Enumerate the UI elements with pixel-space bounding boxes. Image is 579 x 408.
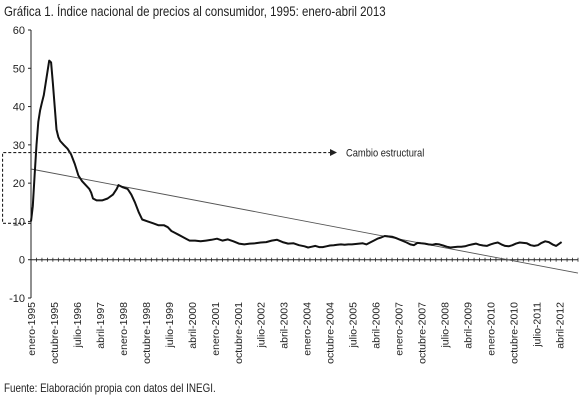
x-tick-label: octubre-2004 [325, 302, 337, 364]
x-tick-label: enero-2001 [210, 302, 222, 356]
x-tick-label: julio-2008 [440, 302, 452, 349]
y-tick-label: -10 [9, 293, 25, 305]
y-tick-label: 0 [19, 255, 25, 267]
x-tick-label: julio-2011 [531, 302, 543, 348]
annotation-bracket [2, 151, 330, 224]
x-tick-label: julio-2002 [256, 302, 268, 349]
x-tick-label: enero-2004 [302, 302, 314, 356]
x-tick-label: octubre-1998 [141, 302, 153, 364]
x-tick-label: enero-1995 [26, 302, 38, 356]
x-tick-label: abril-2003 [279, 302, 291, 349]
x-axis-ticks: enero-1995 octubre-1995 julio-1996 abril-19… [26, 257, 579, 364]
y-tick-label: 40 [13, 102, 25, 114]
x-tick-label: julio-1996 [72, 302, 84, 349]
x-tick-label: octubre-2010 [508, 302, 520, 364]
index-line-path [30, 59, 563, 249]
x-tick-label: enero-2010 [485, 302, 497, 356]
y-tick-label: 60 [13, 25, 25, 37]
x-tick-label: octubre-1995 [49, 302, 61, 364]
x-tick-label: enero-2013 [577, 302, 579, 356]
annotation-arrowhead [330, 149, 337, 157]
x-tick-label: abril-2006 [371, 302, 383, 349]
x-tick-label: abril-2009 [463, 302, 475, 349]
trend-line-path [30, 168, 579, 274]
y-tick-label: 50 [13, 63, 25, 75]
x-tick-label: abril-2012 [554, 302, 566, 349]
x-tick-label: enero-2007 [394, 302, 406, 356]
structural-change-annotation: Cambio estructural [2, 148, 424, 224]
annotation-label: Cambio estructural [346, 148, 424, 160]
source-note: Fuente: Elaboración propia con datos del… [4, 381, 216, 395]
series-line [30, 59, 563, 249]
x-tick-label: enero-1998 [118, 302, 130, 356]
chart-title: Gráfica 1. Índice nacional de precios al… [4, 3, 386, 19]
x-tick-label: julio-1999 [164, 302, 176, 349]
x-tick-label: abril-1997 [95, 302, 107, 349]
y-tick-label: 20 [13, 178, 25, 190]
x-tick-label: octubre-2007 [417, 302, 429, 364]
y-tick-label: 30 [13, 140, 25, 152]
x-tick-label: julio-2005 [348, 302, 360, 349]
trend-line [30, 168, 579, 274]
x-tick-label: octubre-2001 [233, 302, 245, 364]
x-tick-label: abril-2000 [187, 302, 199, 349]
y-axis-ticks: -10 0 10 20 30 40 50 60 [9, 25, 31, 305]
y-tick-label: 10 [13, 216, 25, 228]
